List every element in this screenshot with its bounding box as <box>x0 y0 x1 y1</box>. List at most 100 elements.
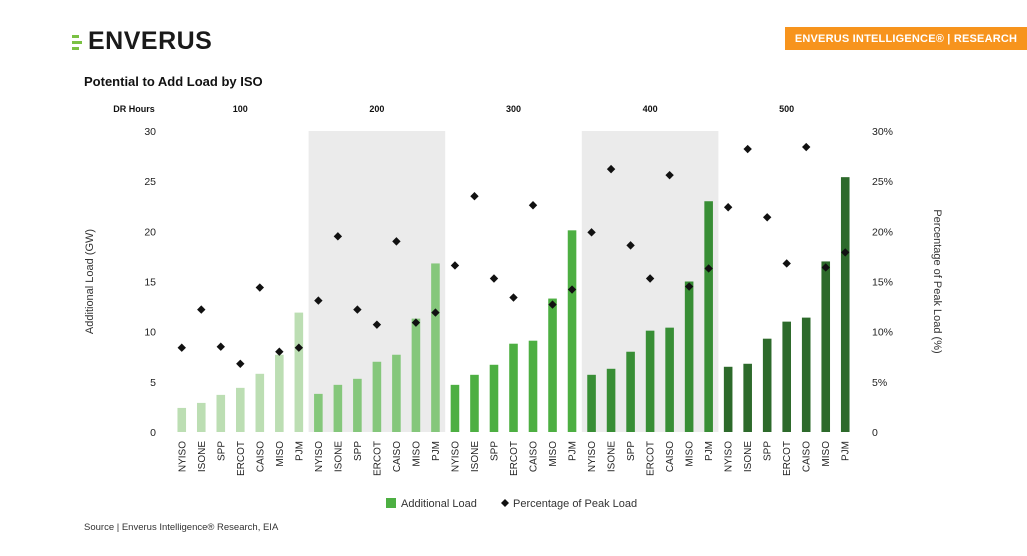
category-label: MISO <box>821 441 832 467</box>
y-tick-label: 30 <box>144 126 156 138</box>
bar-300-caiso <box>528 340 538 432</box>
marker-100-nyiso <box>177 343 186 352</box>
category-label: PJM <box>704 441 715 461</box>
category-label: SPP <box>216 441 227 461</box>
marker-200-spp <box>353 305 362 314</box>
bar-400-pjm <box>704 201 713 432</box>
bar-100-spp <box>216 394 226 432</box>
marker-400-spp <box>626 241 635 250</box>
axes: 0 5 10 15 20 25 30 0 5% 10% 15% 20% 25% 30% Additional… <box>84 126 943 439</box>
bar-500-pjm <box>840 177 850 432</box>
bar-100-miso <box>275 354 284 432</box>
marker-400-ercot <box>645 274 655 283</box>
marker-400-miso <box>684 282 694 291</box>
bar-300-pjm <box>567 230 577 432</box>
category-label: CAISO <box>665 441 676 472</box>
marker-300-isone <box>470 192 479 201</box>
category-label: ISONE <box>333 441 344 472</box>
category-label: MISO <box>275 441 286 467</box>
category-label: NYISO <box>314 441 325 472</box>
bar-200-ercot <box>372 361 382 432</box>
marker-100-miso <box>275 347 284 356</box>
marker-300-pjm <box>567 285 577 294</box>
bar-200-isone <box>333 384 343 432</box>
category-label: SPP <box>489 441 500 461</box>
category-label: CAISO <box>529 441 540 472</box>
y-tick-label: 15 <box>144 277 156 289</box>
category-label: NYISO <box>177 441 188 472</box>
marker-200-caiso <box>392 237 401 246</box>
logo-text: ENVERUS <box>88 26 213 55</box>
category-label: PJM <box>841 441 852 461</box>
category-label: MISO <box>411 441 422 467</box>
bar-500-miso <box>821 261 831 432</box>
bar-400-spp <box>626 351 635 432</box>
bar-400-caiso <box>665 327 674 432</box>
category-label: ERCOT <box>372 441 383 476</box>
enverus-logo: ENVERUS <box>72 26 212 56</box>
group-label-300: 300 <box>506 104 521 114</box>
y-axis-title: Additional Load (GW) <box>84 229 96 334</box>
bar-400-nyiso <box>587 374 596 432</box>
bar-200-spp <box>353 378 362 432</box>
chart-title: Potential to Add Load by ISO <box>84 74 263 89</box>
marker-500-pjm <box>841 248 850 257</box>
category-label: PJM <box>568 441 579 461</box>
category-label: ERCOT <box>782 441 793 476</box>
y2-axis-title: Percentage of Peak Load (%) <box>931 209 943 353</box>
bar-500-isone <box>743 363 752 432</box>
group-label-100: 100 <box>233 104 248 114</box>
legend-swatch-percentage <box>501 499 509 507</box>
logo-mark-icon <box>72 32 86 50</box>
bar-500-nyiso <box>723 366 733 432</box>
marker-200-isone <box>333 232 343 241</box>
bar-200-nyiso <box>314 393 323 432</box>
category-label: NYISO <box>450 441 461 472</box>
marker-300-spp <box>489 274 499 283</box>
marker-200-ercot <box>372 320 382 329</box>
category-label: ISONE <box>607 441 618 472</box>
marker-100-spp <box>216 342 225 351</box>
bar-500-spp <box>762 338 772 432</box>
bar-100-isone <box>196 402 206 432</box>
marker-500-spp <box>762 213 772 222</box>
y2-tick-label: 20% <box>872 226 893 238</box>
y-tick-label: 5 <box>150 377 156 389</box>
y-tick-label: 25 <box>144 176 156 188</box>
y2-tick-label: 0 <box>872 427 878 439</box>
category-label: PJM <box>431 441 442 461</box>
category-label: ERCOT <box>646 441 657 476</box>
category-label: CAISO <box>392 441 403 472</box>
category-label: NYISO <box>724 441 735 472</box>
marker-500-nyiso <box>723 203 733 212</box>
marker-200-nyiso <box>314 296 323 305</box>
y2-tick-label: 5% <box>872 377 887 389</box>
group-axis-label: DR Hours <box>113 104 155 114</box>
y2-tick-label: 30% <box>872 126 893 138</box>
bar-400-isone <box>606 368 616 432</box>
marker-300-ercot <box>509 293 518 302</box>
marker-100-isone <box>197 305 206 314</box>
y2-tick-label: 10% <box>872 327 893 339</box>
group-label-200: 200 <box>369 104 384 114</box>
category-label: CAISO <box>255 441 266 472</box>
marker-400-caiso <box>665 170 674 180</box>
category-label: ERCOT <box>509 441 520 476</box>
bar-300-ercot <box>509 343 518 432</box>
source-note: Source | Enverus Intelligence® Research,… <box>84 522 279 533</box>
legend-label-percentage: Percentage of Peak Load <box>513 498 637 510</box>
legend-swatch-additional-load <box>386 498 396 508</box>
marker-300-caiso <box>528 201 538 210</box>
marker-400-isone <box>606 164 616 174</box>
category-label: SPP <box>626 441 637 461</box>
group-label-500: 500 <box>779 104 794 114</box>
bar-300-miso <box>548 298 557 432</box>
category-label: ISONE <box>743 441 754 472</box>
marker-300-miso <box>548 300 557 309</box>
marker-400-pjm <box>704 264 713 273</box>
bar-400-ercot <box>645 330 655 432</box>
marker-400-nyiso <box>587 228 596 237</box>
bar-200-miso <box>411 318 421 432</box>
